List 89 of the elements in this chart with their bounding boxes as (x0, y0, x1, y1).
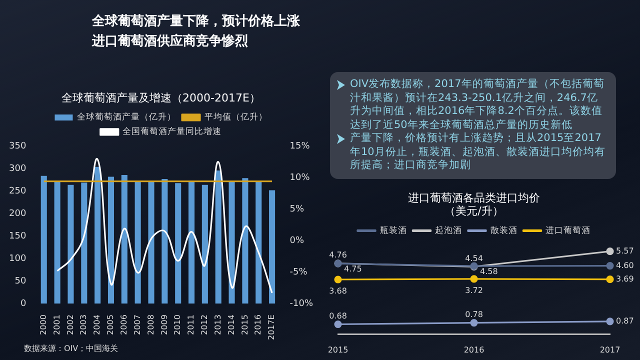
x-tick-label: 2013 (213, 314, 222, 335)
y2-tick-label: 15% (290, 142, 310, 152)
x-tick-label: 2005 (106, 314, 116, 335)
x-tick-label: 2007 (132, 314, 142, 335)
bar (108, 176, 114, 304)
bar (162, 179, 168, 304)
x-tick-label: 2003 (79, 314, 88, 335)
point (606, 318, 614, 326)
source-note: 数据来源：OIV；中国海关 (24, 343, 118, 354)
x-tick-label: 2012 (200, 314, 210, 335)
data-label: 3.68 (329, 286, 347, 296)
legend-label: 起泡酒 (435, 224, 462, 236)
point (334, 276, 342, 284)
point (606, 262, 614, 270)
data-label: 4.75 (344, 264, 362, 274)
x-tick-label: 2016 (254, 314, 263, 335)
data-label: 4.60 (616, 260, 634, 270)
legend-label: 全球葡萄酒产量（亿升） (77, 112, 176, 123)
x-tick-label: 2000 (38, 314, 48, 335)
legend-label: 散装酒 (490, 224, 518, 236)
bar (269, 190, 276, 304)
chart-title: 全球葡萄酒产量及增速（2000-2017E） (62, 91, 260, 104)
x-tick-label: 2014 (226, 314, 236, 335)
bar (188, 181, 195, 304)
point (606, 248, 614, 256)
legend-label: 进口葡萄酒 (546, 224, 590, 236)
y2-tick-label: 0% (290, 236, 304, 246)
line-series (56, 158, 273, 294)
y2-tick-label: -5% (290, 267, 308, 278)
point (470, 275, 478, 283)
y-tick-label: 250 (8, 186, 26, 197)
point (470, 318, 478, 327)
x-tick-label: 2008 (146, 314, 156, 335)
bar (242, 178, 248, 304)
data-label: 4.58 (480, 267, 498, 276)
y-tick-label: 100 (8, 254, 26, 264)
bar (68, 184, 74, 304)
x-tick-label: 2001 (52, 314, 62, 335)
y-tick-label: 150 (8, 231, 26, 242)
x-tick-label: 2015 (240, 314, 250, 335)
y-tick-label: 350 (8, 142, 26, 152)
legend-label: 全国葡萄酒产量同比增速 (122, 126, 222, 138)
bar (175, 183, 182, 304)
bar (215, 170, 222, 304)
y2-tick-label: 10% (290, 173, 310, 184)
bar (256, 181, 262, 304)
y-tick-label: 200 (8, 208, 26, 219)
text: 进口葡萄酒供应商竞争惨烈 (92, 32, 249, 51)
y-tick-label: 300 (8, 164, 26, 174)
x-tick-label: 2004 (92, 314, 102, 335)
data-label: 3.69 (616, 274, 634, 284)
chart-title: 进口葡萄酒各品类进口均价 (408, 191, 540, 204)
bar (134, 181, 141, 304)
x-tick-label: 2011 (186, 314, 196, 335)
data-label: 5.57 (616, 246, 634, 256)
x-tick-label: 2002 (66, 314, 75, 335)
data-label: 0.87 (616, 316, 634, 326)
chart-subtitle: （美元/升） (444, 204, 504, 218)
data-label: 4.54 (465, 254, 483, 263)
y2-tick-label: -10% (290, 298, 314, 309)
text: 产量下降，价格预计有上涨趋势；且从2015至2017年10月份止，瓶装酒、起泡酒、散装酒进口均价均有所提高；进口商竞争加剧 (350, 132, 606, 172)
point (606, 276, 614, 284)
x-tick-label: 2009 (160, 314, 169, 335)
x-tick-label: 2010 (173, 314, 182, 335)
y-tick-label: 50 (14, 276, 26, 286)
data-label: 0.68 (329, 311, 347, 320)
text: 全球葡萄酒产量下降，预计价格上涨 (92, 12, 300, 31)
bar (121, 174, 128, 304)
x-tick-label: 2017E (267, 314, 276, 340)
x-tick-label: 2015 (328, 345, 348, 354)
data-label: 4.76 (329, 250, 347, 260)
y-tick-label: 0 (20, 298, 26, 309)
data-label: 3.72 (465, 286, 483, 295)
text: OIV发布数据称，2017年的葡萄酒产量（不包括葡萄汁和果酱）预计在243.3-250.1亿升之间，246.7亿升为中间值，相比2016年下降8.2个百分点。该数值达到了近50年来全球葡萄酒总产量的历史新低 (350, 78, 606, 132)
point (334, 320, 342, 328)
legend-label: 瓶装酒 (380, 224, 407, 236)
legend-label: 平均值（亿升） (204, 112, 268, 123)
bar (228, 181, 235, 304)
x-tick-label: 2016 (464, 345, 484, 354)
y2-tick-label: 5% (290, 204, 304, 214)
bar (81, 182, 88, 304)
x-tick-label: 2017 (600, 345, 620, 354)
bar (94, 166, 101, 304)
bar (40, 176, 47, 304)
bar (148, 181, 154, 304)
x-tick-label: 2006 (119, 314, 128, 335)
bar (202, 184, 208, 304)
bar (54, 181, 60, 304)
data-label: 0.78 (465, 310, 483, 319)
